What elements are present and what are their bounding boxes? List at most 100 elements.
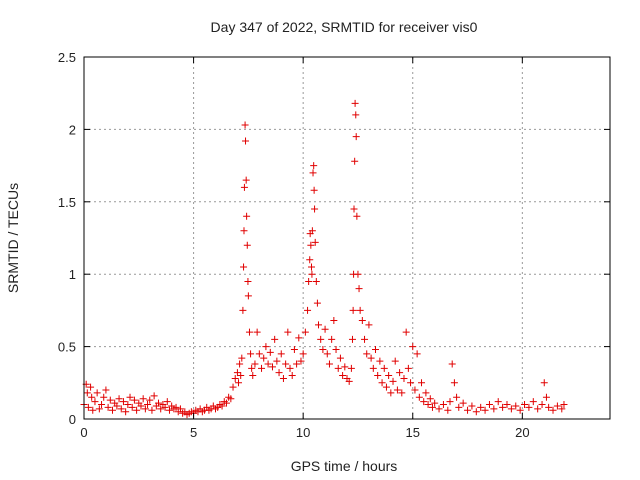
data-point bbox=[328, 335, 336, 343]
data-point bbox=[244, 277, 252, 285]
data-point bbox=[295, 334, 303, 342]
data-point bbox=[84, 403, 92, 411]
data-point bbox=[255, 350, 263, 358]
data-point bbox=[409, 343, 417, 351]
data-point bbox=[310, 162, 318, 170]
data-point bbox=[356, 306, 364, 314]
data-point bbox=[243, 212, 251, 220]
data-point bbox=[363, 350, 371, 358]
data-point bbox=[275, 369, 283, 377]
data-point bbox=[426, 395, 434, 403]
data-point bbox=[141, 405, 149, 413]
data-point bbox=[376, 357, 384, 365]
data-point bbox=[312, 277, 320, 285]
data-point bbox=[418, 379, 426, 387]
y-tick-label: 1.5 bbox=[58, 195, 76, 210]
data-point bbox=[93, 389, 101, 397]
data-point bbox=[389, 377, 397, 385]
data-points bbox=[80, 99, 568, 419]
data-point bbox=[113, 402, 121, 410]
data-point bbox=[361, 335, 369, 343]
data-point bbox=[529, 398, 537, 406]
data-point bbox=[163, 398, 171, 406]
data-point bbox=[382, 383, 390, 391]
data-point bbox=[371, 345, 379, 353]
data-point bbox=[354, 270, 362, 278]
data-point bbox=[260, 354, 268, 362]
data-point bbox=[439, 401, 447, 409]
data-point bbox=[485, 401, 493, 409]
data-point bbox=[351, 157, 359, 165]
data-point bbox=[150, 392, 158, 400]
data-point bbox=[222, 399, 230, 407]
data-point bbox=[540, 379, 548, 387]
data-point bbox=[446, 398, 454, 406]
data-point bbox=[553, 402, 561, 410]
data-point bbox=[235, 379, 243, 387]
data-point bbox=[176, 405, 184, 413]
data-point bbox=[330, 317, 338, 325]
data-point bbox=[309, 169, 317, 177]
data-point bbox=[264, 360, 272, 368]
data-point bbox=[89, 406, 97, 414]
data-point bbox=[355, 285, 363, 293]
data-point bbox=[139, 395, 147, 403]
data-point bbox=[146, 396, 154, 404]
data-point bbox=[297, 357, 305, 365]
x-tick-label: 15 bbox=[406, 425, 420, 440]
data-point bbox=[534, 405, 542, 413]
data-point bbox=[402, 328, 410, 336]
data-point bbox=[144, 401, 152, 409]
data-point bbox=[245, 328, 253, 336]
data-point bbox=[104, 403, 112, 411]
data-point bbox=[308, 227, 316, 235]
data-point bbox=[248, 364, 256, 372]
data-point bbox=[348, 335, 356, 343]
data-point bbox=[218, 402, 226, 410]
data-point bbox=[336, 354, 344, 362]
data-point bbox=[266, 348, 274, 356]
data-point bbox=[507, 405, 515, 413]
data-point bbox=[288, 372, 296, 380]
data-point bbox=[242, 137, 250, 145]
y-tick-label: 0.5 bbox=[58, 340, 76, 355]
data-point bbox=[306, 256, 314, 264]
y-tick-label: 1 bbox=[69, 267, 76, 282]
data-point bbox=[404, 364, 412, 372]
y-tick-label: 0 bbox=[69, 412, 76, 427]
data-point bbox=[307, 263, 315, 271]
data-point bbox=[455, 403, 463, 411]
data-point bbox=[435, 405, 443, 413]
data-point bbox=[420, 398, 428, 406]
data-point bbox=[365, 321, 373, 329]
data-point bbox=[407, 379, 415, 387]
data-point bbox=[319, 345, 327, 353]
data-point bbox=[305, 277, 313, 285]
data-point bbox=[448, 360, 456, 368]
plot-frame bbox=[83, 56, 611, 420]
data-point bbox=[301, 328, 309, 336]
data-point bbox=[124, 401, 132, 409]
data-point bbox=[244, 292, 252, 300]
data-point bbox=[415, 393, 423, 401]
data-point bbox=[161, 403, 169, 411]
data-point bbox=[398, 389, 406, 397]
data-point bbox=[102, 386, 110, 394]
data-point bbox=[249, 372, 257, 380]
data-point bbox=[378, 379, 386, 387]
data-point bbox=[148, 406, 156, 414]
data-point bbox=[119, 398, 127, 406]
x-axis-label: GPS time / hours bbox=[291, 458, 398, 474]
data-point bbox=[277, 350, 285, 358]
data-point bbox=[262, 343, 270, 351]
data-point bbox=[240, 183, 248, 191]
data-point bbox=[304, 306, 312, 314]
data-point bbox=[227, 395, 235, 403]
data-point bbox=[286, 364, 294, 372]
chart-title: Day 347 of 2022, SRMTID for receiver vis… bbox=[211, 19, 478, 35]
data-point bbox=[334, 364, 342, 372]
y-tick-label: 2 bbox=[69, 122, 76, 137]
data-point bbox=[293, 360, 301, 368]
data-point bbox=[317, 335, 325, 343]
x-tick-label: 0 bbox=[80, 425, 87, 440]
